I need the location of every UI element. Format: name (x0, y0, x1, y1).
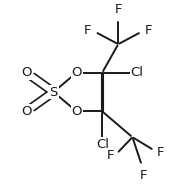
Text: S: S (49, 86, 58, 98)
Text: O: O (71, 105, 82, 118)
Text: O: O (21, 105, 31, 118)
Text: O: O (21, 66, 31, 79)
Text: Cl: Cl (131, 66, 144, 79)
Text: Cl: Cl (96, 138, 109, 151)
Text: F: F (145, 24, 152, 36)
Text: F: F (139, 169, 147, 182)
Text: F: F (107, 149, 115, 162)
Text: O: O (71, 66, 82, 79)
Text: F: F (157, 146, 165, 159)
Text: F: F (84, 24, 92, 36)
Text: F: F (114, 3, 122, 16)
